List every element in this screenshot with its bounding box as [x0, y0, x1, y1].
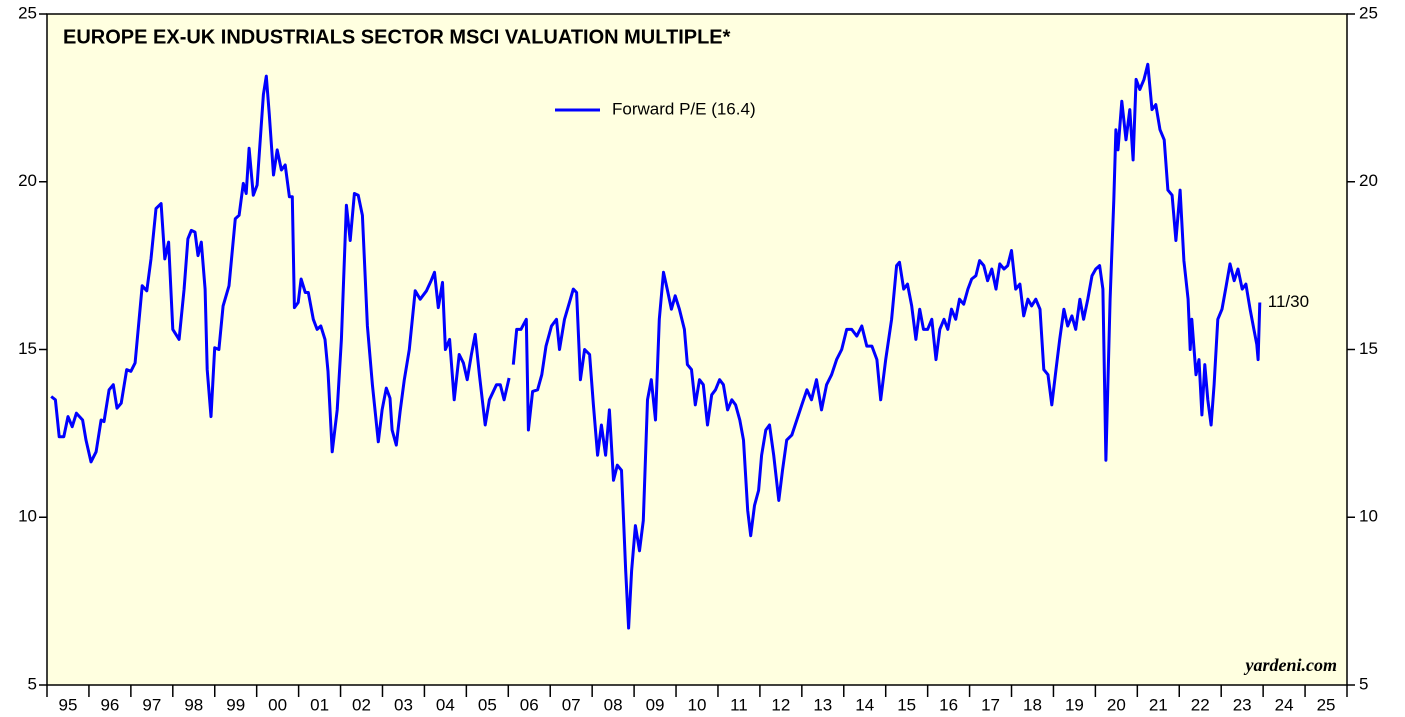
x-tick-label: 98 [184, 695, 203, 714]
x-tick-label: 12 [771, 695, 790, 714]
x-tick-label: 20 [1107, 695, 1126, 714]
legend-label: Forward P/E (16.4) [612, 99, 756, 118]
x-tick-label: 08 [604, 695, 623, 714]
y2-tick-label: 20 [1359, 171, 1378, 190]
x-tick-label: 02 [352, 695, 371, 714]
x-tick-label: 15 [897, 695, 916, 714]
x-tick-label: 05 [478, 695, 497, 714]
x-tick-label: 97 [142, 695, 161, 714]
x-tick-label: 04 [436, 695, 455, 714]
x-tick-label: 16 [939, 695, 958, 714]
y-tick-label: 15 [18, 339, 37, 358]
x-tick-label: 07 [562, 695, 581, 714]
x-tick-label: 00 [268, 695, 287, 714]
x-tick-label: 19 [1065, 695, 1084, 714]
x-tick-label: 24 [1275, 695, 1294, 714]
x-tick-label: 95 [59, 695, 78, 714]
y2-tick-label: 10 [1359, 507, 1378, 526]
x-tick-label: 23 [1233, 695, 1252, 714]
y2-tick-label: 15 [1359, 339, 1378, 358]
credit: yardeni.com [1244, 655, 1338, 675]
y2-tick-label: 5 [1359, 674, 1368, 693]
y-tick-label: 5 [28, 674, 37, 693]
x-tick-label: 18 [1023, 695, 1042, 714]
x-tick-label: 22 [1191, 695, 1210, 714]
x-tick-label: 06 [520, 695, 539, 714]
y2-tick-label: 25 [1359, 3, 1378, 22]
chart-title: EUROPE EX-UK INDUSTRIALS SECTOR MSCI VAL… [63, 26, 731, 48]
x-tick-label: 14 [855, 695, 874, 714]
y-tick-label: 25 [18, 3, 37, 22]
x-tick-label: 13 [813, 695, 832, 714]
x-tick-label: 99 [226, 695, 245, 714]
x-tick-label: 03 [394, 695, 413, 714]
end-annotation: 11/30 [1268, 292, 1309, 311]
x-tick-label: 25 [1317, 695, 1336, 714]
x-tick-label: 10 [688, 695, 707, 714]
y-tick-label: 10 [18, 507, 37, 526]
x-tick-label: 09 [646, 695, 665, 714]
x-tick-label: 21 [1149, 695, 1168, 714]
x-tick-label: 11 [730, 695, 748, 714]
x-tick-label: 96 [100, 695, 119, 714]
y-tick-label: 20 [18, 171, 37, 190]
x-tick-label: 01 [310, 695, 329, 714]
x-tick-label: 17 [981, 695, 1000, 714]
data-line [50, 62, 1262, 630]
